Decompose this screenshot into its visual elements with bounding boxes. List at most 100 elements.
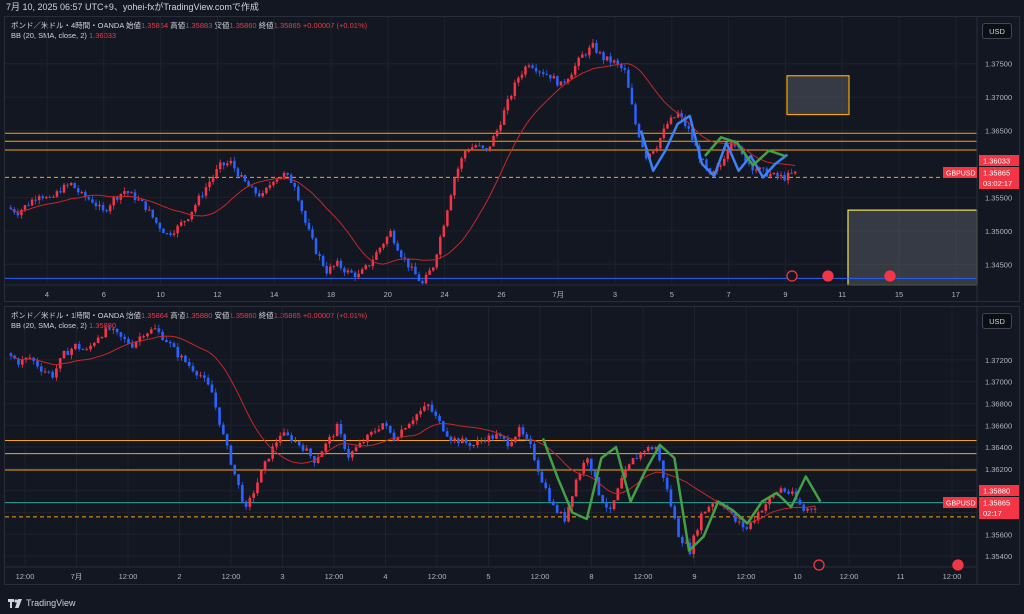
legend-high-label: 高値 <box>170 21 186 30</box>
candle-body <box>350 270 353 273</box>
candle-body <box>80 192 84 194</box>
candle-body <box>555 505 559 513</box>
candle-body <box>48 197 52 199</box>
candle-body <box>506 438 510 447</box>
tradingview-logo[interactable]: TradingView <box>8 598 76 608</box>
candle-body <box>74 343 77 349</box>
candle-body <box>96 337 100 343</box>
candle-body <box>142 336 145 338</box>
candle-body <box>111 328 115 330</box>
candle-body <box>206 377 210 385</box>
candle-body <box>470 147 474 151</box>
candle-body <box>468 442 472 447</box>
candle-body <box>130 192 133 194</box>
candle-body <box>616 488 620 501</box>
candle-body <box>424 274 428 284</box>
candle-body <box>149 329 153 334</box>
candle-body <box>696 530 699 536</box>
chart-panel-1h[interactable]: ポンド／米ドル・1時間・OANDA 始値1.35864 高値1.35880 安値… <box>4 306 1020 585</box>
price-axis-tick: 1.34500 <box>985 260 1012 269</box>
candle-body <box>479 440 483 442</box>
candle-body <box>147 209 151 211</box>
candle-body <box>98 204 101 207</box>
chart-canvas-1h[interactable]: 1.37200 1.37000 1.36800 1.36600 1.36400 1.362… <box>5 307 1019 584</box>
candle-body <box>426 404 430 407</box>
candle-body <box>442 421 445 432</box>
candle-body <box>681 537 684 544</box>
candle-body <box>639 452 642 459</box>
candle-body <box>195 371 199 376</box>
candle-body <box>222 424 225 435</box>
time-axis-tick: 4 <box>383 572 387 581</box>
candle-body <box>483 440 487 442</box>
candle-body <box>476 440 479 446</box>
candle-body <box>464 438 468 443</box>
symbol-tag <box>943 167 977 178</box>
legend-low-label: 安値 <box>214 311 230 320</box>
candle-body <box>316 456 320 464</box>
candle-body <box>369 432 373 435</box>
legend-low: 1.35860 <box>229 311 257 320</box>
candle-body <box>346 270 350 273</box>
candle-body <box>263 461 267 471</box>
candle-body <box>612 500 616 509</box>
candle-body <box>275 442 278 447</box>
candle-body <box>414 266 417 275</box>
candle-body <box>297 186 300 201</box>
candle-body <box>396 437 400 441</box>
candle-body <box>28 357 32 359</box>
last-price-text: 1.35865 <box>983 499 1010 508</box>
candle-body <box>793 171 797 174</box>
candle-body <box>772 172 776 175</box>
legend-change: +0.00007 (+0.01%) <box>302 311 368 320</box>
candle-body <box>502 436 506 439</box>
candle-body <box>798 499 802 505</box>
time-axis-tick: 7月 <box>71 572 83 581</box>
candle-body <box>676 112 680 118</box>
candle-body <box>215 169 218 177</box>
candle-body <box>24 357 28 360</box>
candle-body <box>339 423 343 435</box>
time-axis-tick: 8 <box>589 572 593 581</box>
candle-body <box>605 56 609 61</box>
candle-body <box>404 428 407 430</box>
dividend-bolt-icon <box>786 270 798 282</box>
candle-body <box>563 81 566 83</box>
candle-body <box>247 181 250 187</box>
price-axis-tick: 1.36500 <box>985 127 1012 136</box>
candle-body <box>112 197 115 206</box>
candle-body <box>453 178 456 196</box>
candle-body <box>203 375 206 378</box>
candle-body <box>499 124 502 131</box>
candle-body <box>328 436 331 444</box>
time-axis-tick: 6 <box>102 290 106 299</box>
candle-body <box>707 506 711 512</box>
candle-body <box>133 192 137 200</box>
chart-panel-4h[interactable]: ポンド／米ドル・4時間・OANDA 始値1.35864 高値1.35883 安値… <box>4 16 1020 302</box>
candle-body <box>381 423 384 430</box>
candle-body <box>525 434 529 439</box>
demand-zone <box>847 209 978 286</box>
candle-body <box>204 187 208 196</box>
candle-body <box>457 438 460 444</box>
currency-button-1h[interactable]: USD <box>982 313 1012 329</box>
candle-body <box>654 447 658 450</box>
last-price-text: 1.35865 <box>983 169 1010 178</box>
candle-body <box>637 124 641 138</box>
candle-body <box>282 432 286 436</box>
candle-body <box>366 434 369 443</box>
candle-body <box>66 350 70 356</box>
candle-body <box>313 456 316 464</box>
chart-canvas-4h[interactable]: 1.37500 1.37000 1.36500 1.35500 1.35000 1.345… <box>5 17 1019 301</box>
candle-body <box>581 54 584 58</box>
candle-body <box>34 199 37 201</box>
candle-body <box>70 348 73 356</box>
candle-body <box>524 66 527 75</box>
currency-button-4h[interactable]: USD <box>982 23 1012 39</box>
bollinger-basis-line <box>10 63 796 265</box>
candle-body <box>371 259 375 267</box>
candle-body <box>218 162 222 170</box>
candle-body <box>267 458 271 462</box>
candle-body <box>116 197 119 200</box>
candle-body <box>153 328 157 330</box>
